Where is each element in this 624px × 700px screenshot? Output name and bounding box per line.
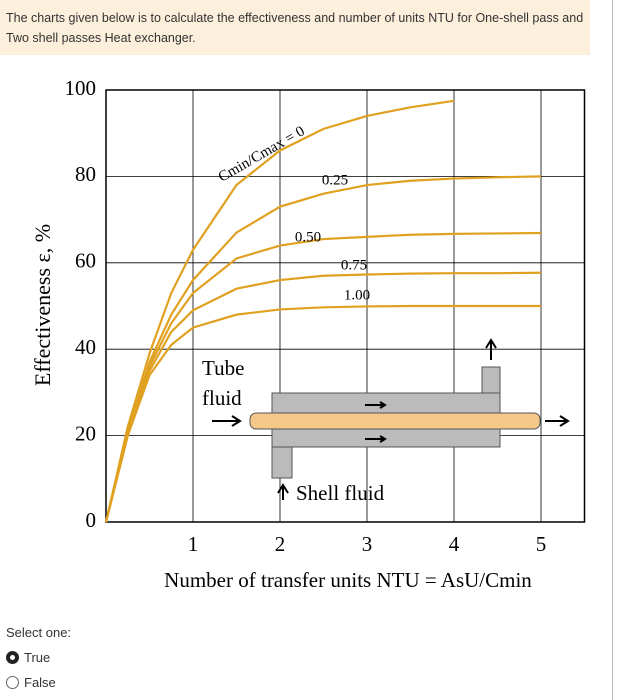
x-axis-label: Number of transfer units NTU = AsU/Cmin [164,568,532,592]
tube-label: fluid [202,386,242,410]
x-tick-label: 3 [362,532,373,556]
curve [104,304,541,523]
curve-label: 1.00 [344,287,370,303]
shell-label: Shell fluid [296,481,385,505]
y-tick-label: 40 [75,335,96,359]
y-tick-label: 20 [75,421,96,445]
option[interactable]: True [6,650,71,665]
x-tick-label: 5 [536,532,547,556]
option-label[interactable]: True [24,650,51,665]
tube-label: Tube [202,356,244,380]
arrows [212,338,570,500]
y-tick-label: 0 [86,508,97,532]
option-label[interactable]: False [24,675,56,690]
curve-label: 0.50 [295,229,321,245]
tube [249,412,541,430]
y-tick-label: 80 [75,162,96,186]
divider [612,0,613,700]
radio[interactable] [6,651,19,664]
x-tick-label: 2 [275,532,286,556]
curve [104,175,542,523]
curve-label: 0.75 [341,257,367,273]
y-axis-label: Effectiveness ε, % [30,224,55,386]
option[interactable]: False [6,675,71,690]
radio[interactable] [6,676,19,689]
y-tick-label: 100 [65,76,97,100]
x-tick-label: 4 [449,532,460,556]
y-tick-label: 60 [75,249,96,273]
curve [104,271,542,523]
question-text: The charts given below is to calculate t… [0,0,590,55]
curve [104,99,455,523]
curve [104,231,542,523]
curve-label: 0.25 [322,172,348,188]
shell-inlet [271,446,293,479]
answer-block: Select one: True False [6,625,71,690]
shell-outlet [481,366,501,394]
x-tick-label: 1 [188,532,199,556]
prompt: Select one: [6,625,72,640]
inset-diagram: Tube fluid Shell fluid [202,338,570,505]
